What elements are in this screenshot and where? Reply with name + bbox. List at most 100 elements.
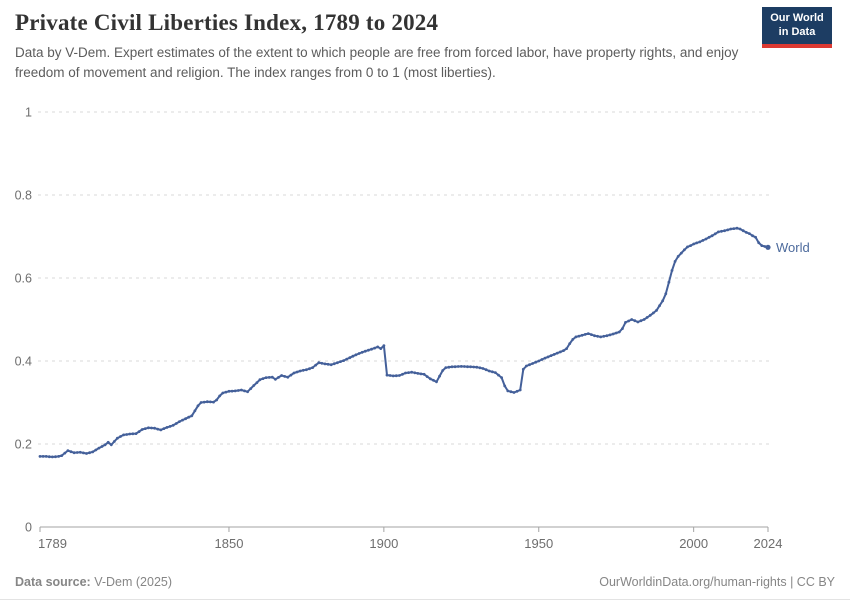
- data-point: [38, 455, 42, 458]
- data-point: [147, 426, 150, 430]
- data-point: [512, 391, 516, 394]
- data-point: [128, 432, 132, 436]
- chart-header: Private Civil Liberties Index, 1789 to 2…: [15, 10, 835, 84]
- data-point: [590, 333, 593, 336]
- data-point: [645, 316, 649, 319]
- data-point: [82, 451, 85, 455]
- y-tick-label: 1: [25, 106, 32, 120]
- data-point: [689, 244, 692, 248]
- line-chart-canvas[interactable]: 00.20.40.60.81 1789 1850 1900 1950 2000 2024 …: [0, 95, 850, 565]
- data-point: [209, 400, 212, 404]
- data-point: [525, 364, 528, 368]
- data-point: [676, 255, 680, 258]
- world-line-series[interactable]: [38, 226, 771, 459]
- data-point: [243, 389, 246, 393]
- data-point: [292, 371, 296, 375]
- data-point: [388, 374, 392, 377]
- data-point: [97, 446, 101, 450]
- data-point: [125, 433, 129, 436]
- data-point: [143, 427, 147, 430]
- data-point: [103, 443, 107, 447]
- data-point: [419, 372, 423, 376]
- credit-link[interactable]: OurWorldinData.org/human-rights | CC BY: [599, 575, 835, 589]
- data-point: [518, 388, 522, 392]
- data-point: [438, 374, 441, 378]
- gridlines: [38, 111, 772, 445]
- data-point: [370, 347, 373, 351]
- data-point: [66, 449, 70, 452]
- data-point: [320, 361, 324, 365]
- data-point: [555, 351, 559, 355]
- data-point: [521, 367, 525, 371]
- data-point: [51, 455, 54, 459]
- data-point: [373, 346, 376, 350]
- data-point: [444, 366, 448, 369]
- data-point: [717, 230, 720, 234]
- x-tick-label: 1850: [215, 536, 244, 551]
- data-point: [75, 451, 79, 454]
- data-point: [199, 401, 203, 404]
- data-point: [301, 368, 305, 372]
- y-axis-labels: 0 0.2 0.4 0.6 0.8 1: [15, 106, 32, 535]
- data-point: [140, 428, 144, 431]
- data-point: [744, 231, 748, 234]
- data-point: [466, 365, 469, 369]
- data-point: [543, 356, 547, 360]
- data-point: [559, 350, 562, 354]
- data-point: [720, 229, 723, 233]
- data-point: [463, 365, 466, 368]
- data-point: [487, 369, 491, 373]
- data-point: [428, 377, 432, 381]
- data-point: [404, 371, 407, 375]
- data-point: [574, 335, 578, 339]
- data-point: [150, 426, 153, 430]
- data-point: [171, 423, 175, 427]
- data-point: [394, 374, 398, 378]
- data-point: [88, 451, 91, 455]
- data-point: [407, 371, 410, 374]
- y-tick-label: 0.8: [15, 189, 32, 203]
- data-point: [450, 365, 454, 369]
- data-point: [72, 451, 76, 455]
- data-point: [506, 389, 510, 393]
- data-point: [441, 369, 445, 372]
- data-point: [184, 417, 188, 421]
- y-tick-label: 0.4: [15, 355, 32, 369]
- data-point: [246, 390, 250, 394]
- data-point: [583, 333, 587, 336]
- data-point: [760, 244, 764, 248]
- data-point: [531, 362, 534, 365]
- data-point: [168, 425, 172, 428]
- data-point: [283, 375, 287, 378]
- y-tick-label: 0: [25, 521, 32, 535]
- data-point: [277, 376, 280, 379]
- data-point: [215, 398, 219, 402]
- data-point: [60, 454, 64, 457]
- series-end-label: World: [776, 240, 810, 255]
- data-point: [57, 455, 60, 458]
- data-point: [236, 389, 240, 392]
- data-point: [286, 375, 290, 379]
- data-point: [416, 372, 420, 375]
- data-point: [577, 334, 581, 338]
- data-point: [667, 280, 671, 284]
- owid-logo[interactable]: Our World in Data: [762, 7, 832, 48]
- data-point: [453, 365, 457, 369]
- data-point: [329, 363, 333, 367]
- data-point: [425, 375, 429, 378]
- owid-logo-line2: in Data: [778, 25, 816, 38]
- data-point: [683, 248, 686, 252]
- x-tick-label: 2024: [754, 536, 783, 551]
- data-point: [475, 365, 479, 369]
- data-point: [162, 427, 166, 430]
- data-point: [552, 353, 556, 356]
- data-point: [658, 304, 661, 307]
- data-point: [515, 389, 519, 393]
- x-tick-label: 1789: [38, 536, 67, 551]
- data-point: [295, 370, 299, 374]
- data-point: [249, 387, 253, 390]
- data-point: [196, 404, 200, 408]
- data-point: [159, 428, 163, 432]
- data-point: [549, 354, 553, 357]
- data-point: [732, 227, 736, 231]
